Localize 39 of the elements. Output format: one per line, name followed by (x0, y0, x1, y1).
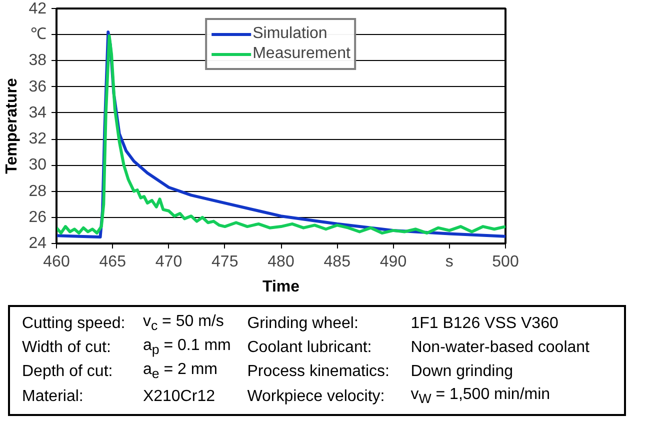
text: Coolant lubricant: (247, 338, 373, 358)
x-tick-label: 485 (324, 254, 351, 270)
x-tick-label: 460 (43, 254, 70, 270)
y-tick-label: 32 (28, 130, 47, 148)
legend-label: Simulation (252, 25, 328, 43)
y-tick-label: 36 (28, 78, 47, 96)
y-tick-label: 38 (28, 52, 47, 70)
text: X210Cr12 (142, 386, 216, 407)
text: Material: (22, 386, 84, 407)
text: 1F1 B126 VSS V360 (410, 314, 560, 334)
text: v$_{c}$ = 50 m/s (142, 313, 225, 336)
text: Workpiece velocity: (247, 386, 386, 407)
text: a$_{p}$ = 0.1 mm (142, 337, 232, 360)
text: Non-water-based coolant (410, 338, 590, 358)
x-tick-label: 500 (492, 254, 519, 270)
x-tick-label: 470 (155, 254, 182, 270)
y-tick-label: ℃ (30, 26, 46, 44)
y-tick-label: 30 (28, 156, 47, 174)
x-tick-label: s (445, 254, 454, 270)
x-tick-label: 475 (212, 254, 238, 270)
text: Process kinematics: (247, 362, 390, 382)
x-tick-label: 490 (380, 254, 407, 270)
text: Width of cut: (22, 338, 112, 358)
text: Grinding wheel: (247, 314, 360, 334)
y-tick-label: 42 (28, 0, 47, 18)
text: Depth of cut: (22, 362, 114, 382)
y-tick-label: 34 (28, 104, 47, 122)
text: Cutting speed: (22, 314, 126, 334)
y-tick-label: 24 (28, 235, 47, 252)
text: v$_{W}$ = 1,500 min/min (410, 386, 552, 408)
x-tick-label: 480 (268, 254, 294, 270)
y-axis-title: Temperature (4, 78, 21, 174)
x-axis-title: Time (262, 278, 300, 296)
text: a$_{e}$ = 2 mm (142, 361, 218, 384)
y-tick-label: 26 (28, 208, 47, 226)
text: Down grinding (410, 362, 514, 382)
y-tick-label: 28 (28, 182, 47, 200)
x-tick-label: 465 (99, 254, 126, 270)
legend-label: Measurement (252, 45, 350, 63)
